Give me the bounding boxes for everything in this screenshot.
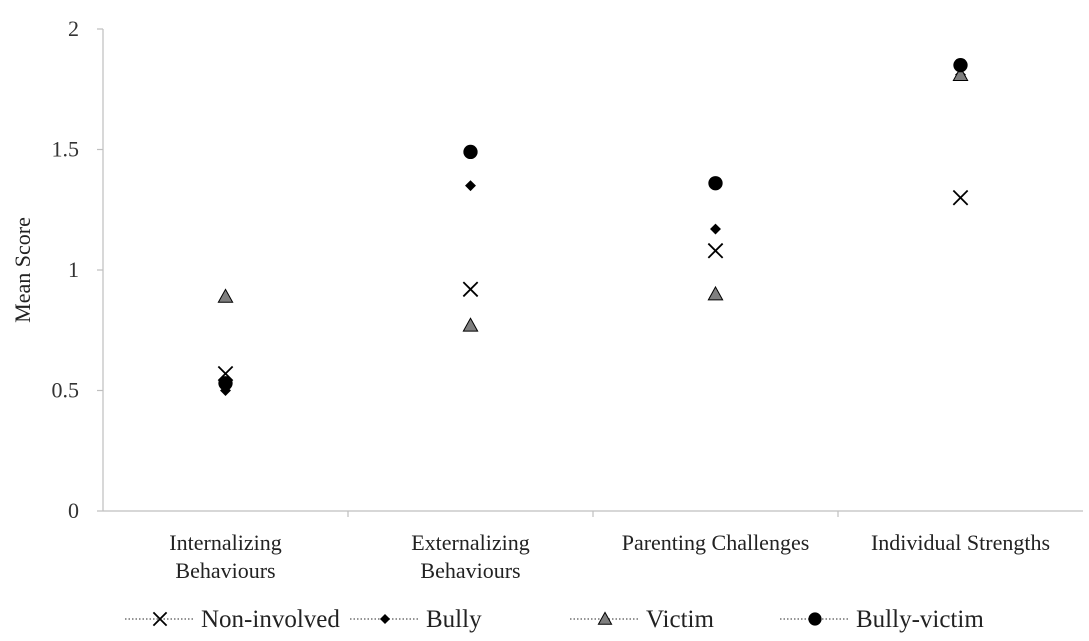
- x-category-label: Parenting Challenges: [622, 530, 810, 555]
- point-victim: [952, 66, 969, 82]
- legend-label: Bully: [426, 606, 482, 633]
- y-tick-label: 2: [68, 16, 79, 41]
- point-victim: [462, 317, 479, 332]
- legend-item-victim: Victim: [570, 606, 714, 633]
- point-bully-victim: [953, 58, 968, 73]
- y-tick-label: 0.5: [52, 378, 80, 403]
- x-category-label: Individual Strengths: [871, 530, 1050, 555]
- point-bully-victim: [218, 376, 233, 391]
- y-axis-title: Mean Score: [10, 217, 35, 323]
- y-tick-label: 1.5: [52, 137, 80, 162]
- point-non-involved: [707, 242, 724, 259]
- y-axis-ticks: 0 0.5 1 1.5 2: [52, 16, 103, 523]
- x-category-label: Externalizing Behaviours: [411, 530, 530, 583]
- y-tick-label: 0: [68, 498, 79, 523]
- y-tick-label: 1: [68, 257, 79, 282]
- point-non-involved: [952, 189, 969, 206]
- point-non-involved: [462, 281, 479, 298]
- legend-marker-victim: [597, 611, 613, 625]
- legend-marker-bully: [379, 613, 391, 625]
- legend: Non-involved Bully Victim Bully-victim: [125, 606, 984, 633]
- point-bully: [710, 223, 721, 235]
- legend-item-non-involved: Non-involved: [125, 606, 340, 633]
- point-bully-victim: [708, 176, 723, 191]
- legend-item-bully-victim: Bully-victim: [780, 606, 984, 633]
- point-victim: [217, 288, 234, 303]
- data-points: [217, 58, 969, 396]
- legend-label: Non-involved: [201, 606, 340, 633]
- point-bully-victim: [463, 144, 478, 160]
- legend-marker-non-involved: [152, 611, 168, 627]
- point-victim: [707, 285, 724, 301]
- legend-item-bully: Bully: [350, 606, 482, 633]
- legend-label: Bully-victim: [856, 606, 984, 633]
- point-bully: [465, 180, 476, 192]
- x-category-label: Internalizing Behaviours: [169, 530, 281, 583]
- legend-marker-bully-victim: [808, 612, 822, 626]
- x-axis-categories: Internalizing Behaviours Externalizing Beha…: [169, 511, 1050, 583]
- legend-label: Victim: [646, 606, 714, 633]
- axes: [102, 29, 1083, 512]
